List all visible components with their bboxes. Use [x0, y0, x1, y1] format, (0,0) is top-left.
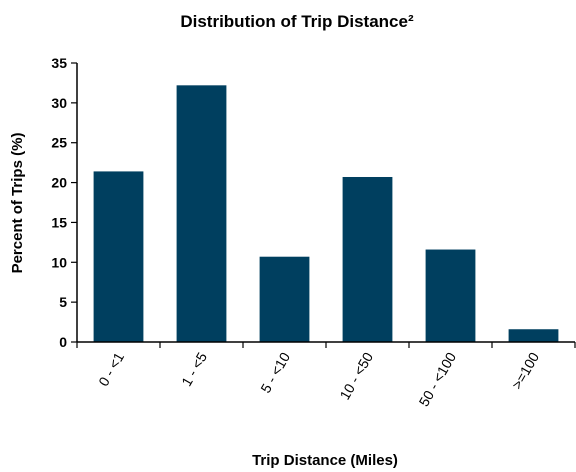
y-axis-label: Percent of Trips (%) — [9, 133, 26, 274]
bar — [508, 329, 559, 342]
x-tick-label: 50 - <100 — [415, 349, 459, 409]
bar — [176, 85, 227, 342]
x-axis: 0 - <1 1 - <5 5 - <10 10 - <50 50 - <100 >=10… — [76, 342, 576, 409]
y-tick-label: 20 — [51, 175, 67, 191]
y-tick-label: 35 — [51, 55, 67, 71]
bar — [93, 171, 144, 342]
y-tick-label: 0 — [59, 334, 67, 350]
y-tick-label: 10 — [51, 254, 67, 270]
x-tick-label: >=100 — [508, 349, 542, 392]
x-tick-label: 10 - <50 — [336, 349, 376, 402]
y-tick-label: 30 — [51, 95, 67, 111]
bar — [425, 249, 476, 342]
chart-title: Distribution of Trip Distance² — [180, 12, 414, 31]
y-tick-label: 5 — [59, 294, 67, 310]
y-tick-label: 15 — [51, 214, 67, 230]
bar — [259, 256, 310, 342]
bar — [342, 176, 393, 342]
bars-group — [93, 85, 559, 342]
x-tick-label: 0 - <1 — [95, 349, 127, 389]
y-tick-label: 25 — [51, 135, 67, 151]
x-axis-label: Trip Distance (Miles) — [252, 452, 398, 469]
y-axis: 0 5 10 15 20 25 30 35 — [51, 55, 77, 350]
x-tick-label: 1 - <5 — [178, 349, 210, 389]
x-tick-label: 5 - <10 — [257, 349, 293, 395]
